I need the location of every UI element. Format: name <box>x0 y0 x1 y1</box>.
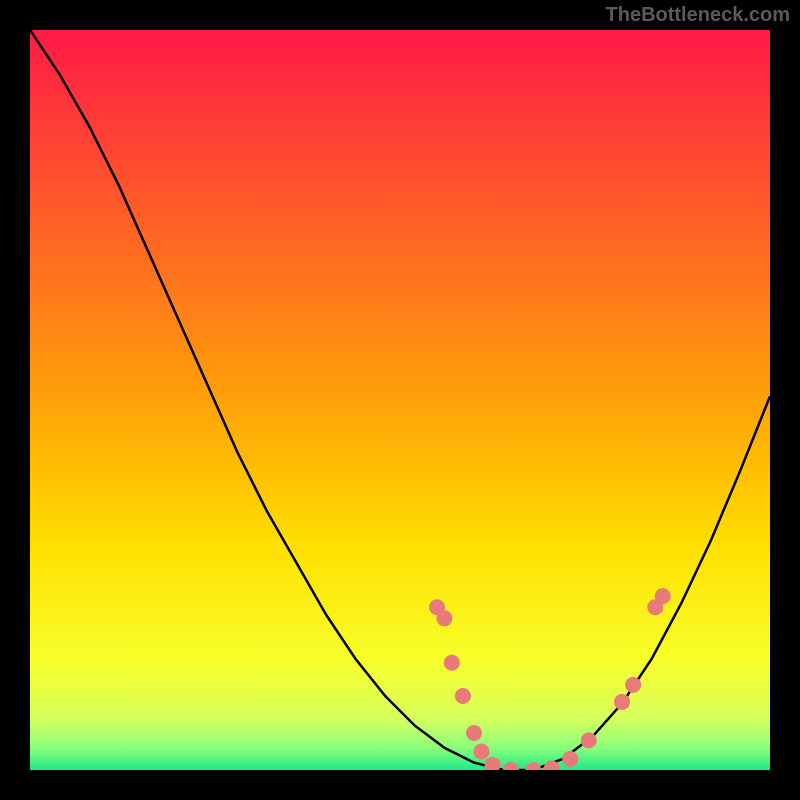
data-marker <box>485 757 501 770</box>
data-marker <box>466 725 482 741</box>
watermark-text: TheBottleneck.com <box>606 4 790 27</box>
data-marker <box>436 610 452 626</box>
marker-group <box>429 588 671 770</box>
data-marker <box>503 762 519 770</box>
data-marker <box>625 677 641 693</box>
chart-plot-area <box>30 30 770 770</box>
data-marker <box>525 762 541 770</box>
data-marker <box>581 732 597 748</box>
data-marker <box>614 694 630 710</box>
data-marker <box>444 655 460 671</box>
data-marker <box>473 744 489 760</box>
data-marker <box>655 588 671 604</box>
data-marker <box>455 688 471 704</box>
data-marker <box>562 751 578 767</box>
bottleneck-curve <box>30 30 770 770</box>
chart-svg <box>30 30 770 770</box>
